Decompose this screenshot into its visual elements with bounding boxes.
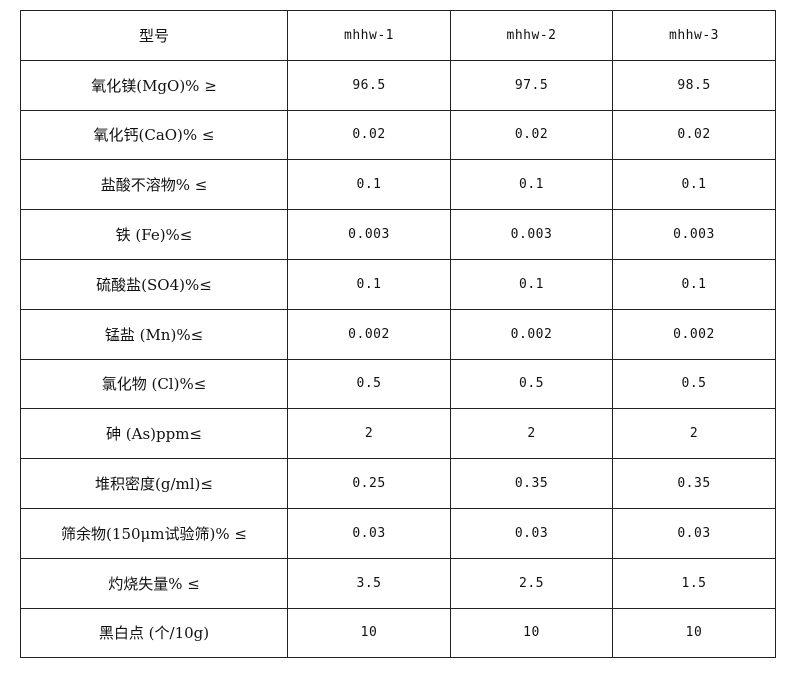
value-cell: 0.1: [612, 159, 776, 211]
value-cell: 0.1: [612, 258, 776, 310]
value-cell: 0.002: [287, 308, 451, 360]
value-cell: mhhw-1: [287, 10, 451, 61]
row-label-cell: 砷 (As)ppm≤: [20, 408, 288, 460]
table-row: 黑白点 (个/10g) 10 10 10: [20, 607, 776, 659]
value-cell: 2: [612, 408, 776, 460]
table-row: 锰盐 (Mn)%≤ 0.002 0.002 0.002: [20, 308, 776, 360]
value-cell: 2.5: [450, 557, 613, 609]
value-cell: 0.1: [287, 159, 451, 211]
value-cell: 0.1: [287, 258, 451, 310]
value-cell: mhhw-2: [450, 10, 613, 61]
value-cell: 0.03: [612, 507, 776, 559]
value-cell: mhhw-3: [612, 10, 776, 61]
value-cell: 97.5: [450, 59, 613, 111]
table-row: 氧化钙(CaO)% ≤0.02 0.02 0.02: [20, 109, 776, 161]
row-label-cell: 锰盐 (Mn)%≤: [20, 308, 288, 360]
value-cell: 0.1: [450, 159, 613, 211]
value-cell: 3.5: [287, 557, 451, 609]
table-row: 盐酸不溶物% ≤0.1 0.1 0.1: [20, 159, 776, 211]
row-label-cell: 黑白点 (个/10g): [20, 607, 288, 659]
table-row: 氯化物 (Cl)%≤ 0.5 0.5 0.5: [20, 358, 776, 410]
value-cell: 0.003: [450, 209, 613, 260]
value-cell: 0.003: [612, 209, 776, 260]
row-label-cell: 灼烧失量% ≤: [20, 557, 288, 609]
value-cell: 0.35: [450, 458, 613, 509]
table-row: 铁 (Fe)%≤ 0.003 0.003 0.003: [20, 209, 776, 260]
row-label-cell: 硫酸盐(SO4)%≤: [20, 258, 288, 310]
spec-table: 型号 mhhw-1 mhhw-2 mhhw-3 氧化镁(MgO)% ≥96.5 97.5 9…: [20, 10, 776, 659]
value-cell: 0.5: [612, 358, 776, 410]
row-label-cell: 氯化物 (Cl)%≤: [20, 358, 288, 410]
table-row: 砷 (As)ppm≤ 2 2 2: [20, 408, 776, 460]
row-label-cell: 氧化镁(MgO)% ≥: [20, 59, 288, 111]
value-cell: 2: [450, 408, 613, 460]
value-cell: 0.35: [612, 458, 776, 509]
table-row: 氧化镁(MgO)% ≥96.5 97.5 98.5: [20, 59, 776, 111]
table-row: 堆积密度(g/ml)≤ 0.25 0.35 0.35: [20, 458, 776, 509]
value-cell: 98.5: [612, 59, 776, 111]
value-cell: 0.1: [450, 258, 613, 310]
value-cell: 0.002: [612, 308, 776, 360]
value-cell: 2: [287, 408, 451, 460]
value-cell: 10: [450, 607, 613, 659]
row-label-cell: 铁 (Fe)%≤: [20, 209, 288, 260]
table-row: 硫酸盐(SO4)%≤ 0.1 0.1 0.1: [20, 258, 776, 310]
table-row: 灼烧失量% ≤3.5 2.5 1.5: [20, 557, 776, 609]
value-cell: 0.02: [287, 109, 451, 161]
value-cell: 0.03: [287, 507, 451, 559]
value-cell: 0.02: [612, 109, 776, 161]
value-cell: 10: [287, 607, 451, 659]
value-cell: 0.003: [287, 209, 451, 260]
row-label-cell: 盐酸不溶物% ≤: [20, 159, 288, 211]
value-cell: 10: [612, 607, 776, 659]
table-row: 筛余物(150μm试验筛)% ≤0.03 0.03 0.03: [20, 507, 776, 559]
row-label-cell: 堆积密度(g/ml)≤: [20, 458, 288, 509]
row-label-cell: 氧化钙(CaO)% ≤: [20, 109, 288, 161]
value-cell: 0.25: [287, 458, 451, 509]
row-label-cell: 型号: [20, 10, 288, 61]
value-cell: 1.5: [612, 557, 776, 609]
value-cell: 0.002: [450, 308, 613, 360]
row-label-cell: 筛余物(150μm试验筛)% ≤: [20, 507, 288, 559]
value-cell: 0.5: [450, 358, 613, 410]
value-cell: 0.5: [287, 358, 451, 410]
value-cell: 0.02: [450, 109, 613, 161]
header-row: 型号 mhhw-1 mhhw-2 mhhw-3: [20, 10, 776, 61]
value-cell: 0.03: [450, 507, 613, 559]
value-cell: 96.5: [287, 59, 451, 111]
